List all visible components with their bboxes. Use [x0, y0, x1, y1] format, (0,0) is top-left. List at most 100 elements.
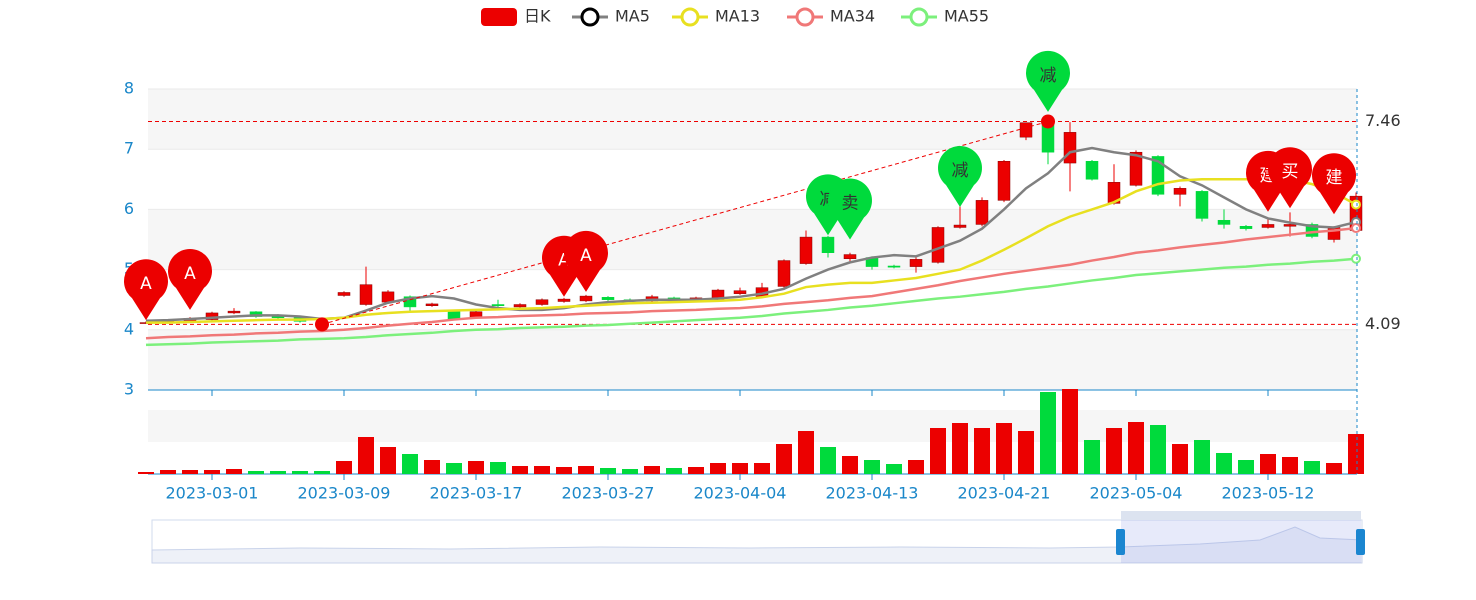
- y-tick-label: 8: [124, 79, 134, 98]
- zoom-handle[interactable]: [1356, 529, 1365, 555]
- candle-body: [579, 295, 593, 302]
- volume-bar: [314, 471, 330, 474]
- volume-bar: [776, 444, 792, 474]
- volume-bar: [160, 470, 176, 474]
- legend-label[interactable]: MA5: [615, 7, 650, 26]
- y-tick-label: 3: [124, 380, 134, 399]
- volume-bar: [1260, 454, 1276, 474]
- candle-body: [381, 291, 395, 303]
- mark-line-label: 4.09: [1365, 314, 1401, 333]
- volume-bar: [468, 461, 484, 474]
- volume-bar: [666, 468, 682, 474]
- max-point: [1041, 114, 1055, 129]
- volume-bar: [402, 454, 418, 474]
- pin[interactable]: [937, 146, 982, 207]
- volume-bar: [1172, 444, 1188, 474]
- candle-body: [931, 227, 945, 263]
- pin[interactable]: [168, 248, 213, 310]
- candle-body: [777, 260, 791, 287]
- volume-bar: [1150, 425, 1166, 474]
- candle-body: [557, 298, 571, 302]
- x-tick-label: 2023-04-04: [694, 484, 787, 503]
- pin-label: 买: [1282, 162, 1299, 182]
- volume-bar: [908, 460, 924, 474]
- volume-bar: [1018, 431, 1034, 474]
- pin-label: 卖: [842, 194, 859, 214]
- volume-bar: [842, 456, 858, 474]
- volume-bar: [1084, 440, 1100, 474]
- volume-bar: [600, 468, 616, 474]
- y-tick-label: 4: [124, 319, 134, 338]
- candle-body: [1129, 151, 1143, 186]
- volume-bar: [1348, 434, 1364, 474]
- legend-label[interactable]: MA13: [715, 7, 760, 26]
- pin[interactable]: [124, 259, 169, 321]
- pin[interactable]: [564, 230, 608, 292]
- volume-bar: [226, 469, 242, 474]
- ma-end-point: [1351, 199, 1361, 210]
- candle-body: [843, 254, 857, 260]
- legend-swatch: [481, 8, 517, 26]
- legend-swatch: [795, 7, 815, 27]
- candle-body: [887, 265, 901, 268]
- ma-line: [145, 226, 1357, 340]
- split-area: [148, 89, 1357, 150]
- split-area: [148, 329, 1357, 390]
- candle-body: [1085, 160, 1099, 180]
- pin[interactable]: [1026, 50, 1070, 112]
- pin-label: A: [184, 264, 196, 284]
- zoom-bar[interactable]: [1121, 511, 1361, 520]
- pin[interactable]: [1312, 153, 1356, 215]
- pin-label: A: [140, 274, 152, 294]
- volume-bar: [336, 461, 352, 474]
- volume-bar: [952, 423, 968, 474]
- candle-body: [535, 299, 549, 305]
- volume-bar: [424, 460, 440, 474]
- split-area: [148, 209, 1357, 270]
- volume-bar: [380, 447, 396, 474]
- x-tick-label: 2023-04-13: [826, 484, 919, 503]
- pin[interactable]: [827, 178, 872, 240]
- candle-body: [1063, 132, 1077, 164]
- ma-line: [146, 178, 1357, 324]
- candle-body: [359, 284, 373, 305]
- candle-body: [909, 259, 923, 267]
- volume-bar: [1040, 392, 1056, 474]
- pin-label: 减: [1040, 66, 1057, 86]
- candle-body: [601, 297, 615, 300]
- x-tick-label: 2023-03-27: [562, 484, 655, 503]
- legend-label[interactable]: MA34: [830, 7, 875, 26]
- volume-bar: [622, 469, 638, 474]
- x-tick-label: 2023-03-17: [430, 484, 523, 503]
- legend-swatch: [680, 7, 700, 27]
- legend-label[interactable]: 日K: [524, 7, 551, 26]
- legend-swatch: [909, 7, 929, 27]
- volume-bar: [688, 467, 704, 474]
- pin[interactable]: [1268, 147, 1312, 209]
- volume-bar: [1326, 463, 1342, 474]
- zoom-window[interactable]: [1121, 520, 1361, 563]
- candle-body: [1019, 122, 1033, 138]
- volume-bar: [996, 423, 1012, 474]
- x-tick-label: 2023-03-09: [298, 484, 391, 503]
- volume-bar: [446, 463, 462, 474]
- legend-label[interactable]: MA55: [944, 7, 989, 26]
- volume-bar: [512, 466, 528, 474]
- y-tick-label: 6: [124, 199, 134, 218]
- min-point: [315, 317, 329, 332]
- pin-label: A: [580, 246, 592, 266]
- volume-bar: [578, 466, 594, 474]
- volume-bar: [248, 471, 264, 474]
- candle-body: [975, 200, 989, 225]
- volume-bar: [534, 466, 550, 474]
- zoom-handle[interactable]: [1116, 529, 1125, 555]
- volume-bar: [292, 471, 308, 474]
- volume-bar: [644, 466, 660, 474]
- split-area: [148, 410, 1357, 442]
- y-tick-label: 7: [124, 139, 134, 158]
- volume-bar: [204, 470, 220, 474]
- volume-bar: [710, 463, 726, 474]
- volume-bar: [490, 462, 506, 474]
- candle-body: [337, 292, 351, 296]
